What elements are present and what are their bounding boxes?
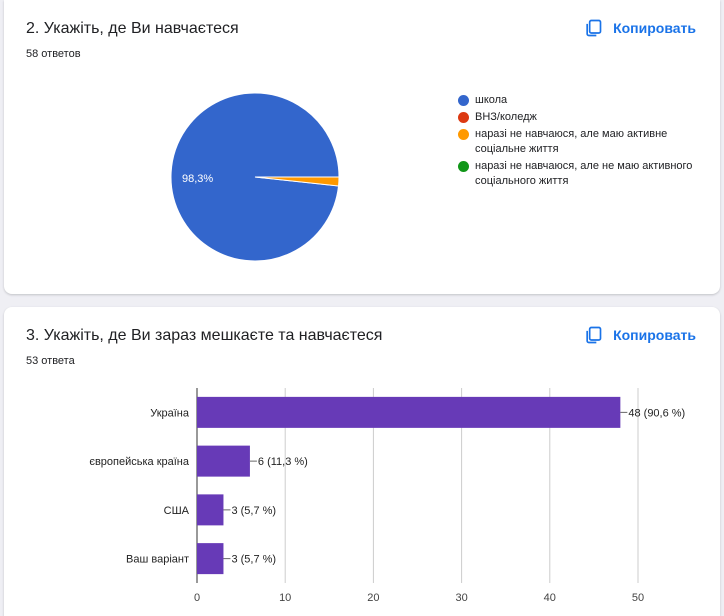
pie-chart: 98,3% (170, 92, 340, 262)
legend-item: наразі не навчаюся, але не маю активного… (458, 159, 708, 189)
question-card-3: 3. Укажіть, де Ви зараз мешкаєте та навч… (4, 307, 720, 616)
category-label: Ваш варіант (126, 554, 189, 566)
x-tick-label: 40 (544, 592, 556, 604)
bar-data-label: 3 (5,7 %) (231, 505, 276, 517)
x-tick-label: 30 (455, 592, 467, 604)
response-count: 53 ответа (26, 355, 75, 367)
bar-data-label: 3 (5,7 %) (231, 554, 276, 566)
response-count: 58 ответов (26, 48, 81, 60)
legend-item: наразі не навчаюся, але маю активне соці… (458, 127, 708, 157)
pie-slice (254, 176, 340, 187)
pie-data-label: 98,3% (182, 173, 213, 185)
bar (197, 396, 621, 428)
category-label: Україна (150, 407, 190, 419)
legend-dot-icon (458, 95, 469, 106)
pie-legend: школа ВНЗ/коледж наразі не навчаюся, але м… (458, 93, 708, 191)
category-label: США (164, 505, 190, 517)
category-label: європейська країна (89, 456, 190, 468)
copy-icon (586, 326, 602, 344)
copy-icon (586, 19, 602, 37)
question-card-2: 2. Укажіть, де Ви навчаєтеся 58 ответов … (4, 0, 720, 294)
copy-button-label: Копировать (613, 20, 696, 36)
legend-label: школа (475, 94, 508, 106)
bar (197, 445, 250, 477)
x-tick-label: 50 (632, 592, 644, 604)
x-tick-label: 20 (367, 592, 379, 604)
legend-label: наразі не навчаюся, але маю активне соці… (475, 128, 668, 155)
bar-data-label: 6 (11,3 %) (258, 456, 308, 468)
bar-data-label: 48 (90,6 %) (628, 407, 685, 419)
legend-dot-icon (458, 129, 469, 140)
legend-dot-icon (458, 161, 469, 172)
bar (197, 543, 224, 575)
question-title: 3. Укажіть, де Ви зараз мешкаєте та навч… (26, 327, 383, 344)
legend-item: школа (458, 93, 708, 108)
copy-button-label: Копировать (613, 327, 696, 343)
x-tick-label: 0 (194, 592, 200, 604)
bar-chart: 0 10 20 30 40 50 Україна 48 (90,6 %) європейська… (89, 388, 685, 604)
bar (197, 494, 224, 526)
legend-label: ВНЗ/коледж (475, 111, 537, 123)
legend-label: наразі не навчаюся, але не маю активного… (475, 160, 693, 187)
legend-item: ВНЗ/коледж (458, 110, 708, 125)
legend-dot-icon (458, 112, 469, 123)
copy-button[interactable]: Копировать (583, 323, 696, 347)
copy-button[interactable]: Копировать (583, 16, 696, 40)
question-title: 2. Укажіть, де Ви навчаєтеся (26, 20, 239, 37)
x-tick-label: 10 (279, 592, 291, 604)
